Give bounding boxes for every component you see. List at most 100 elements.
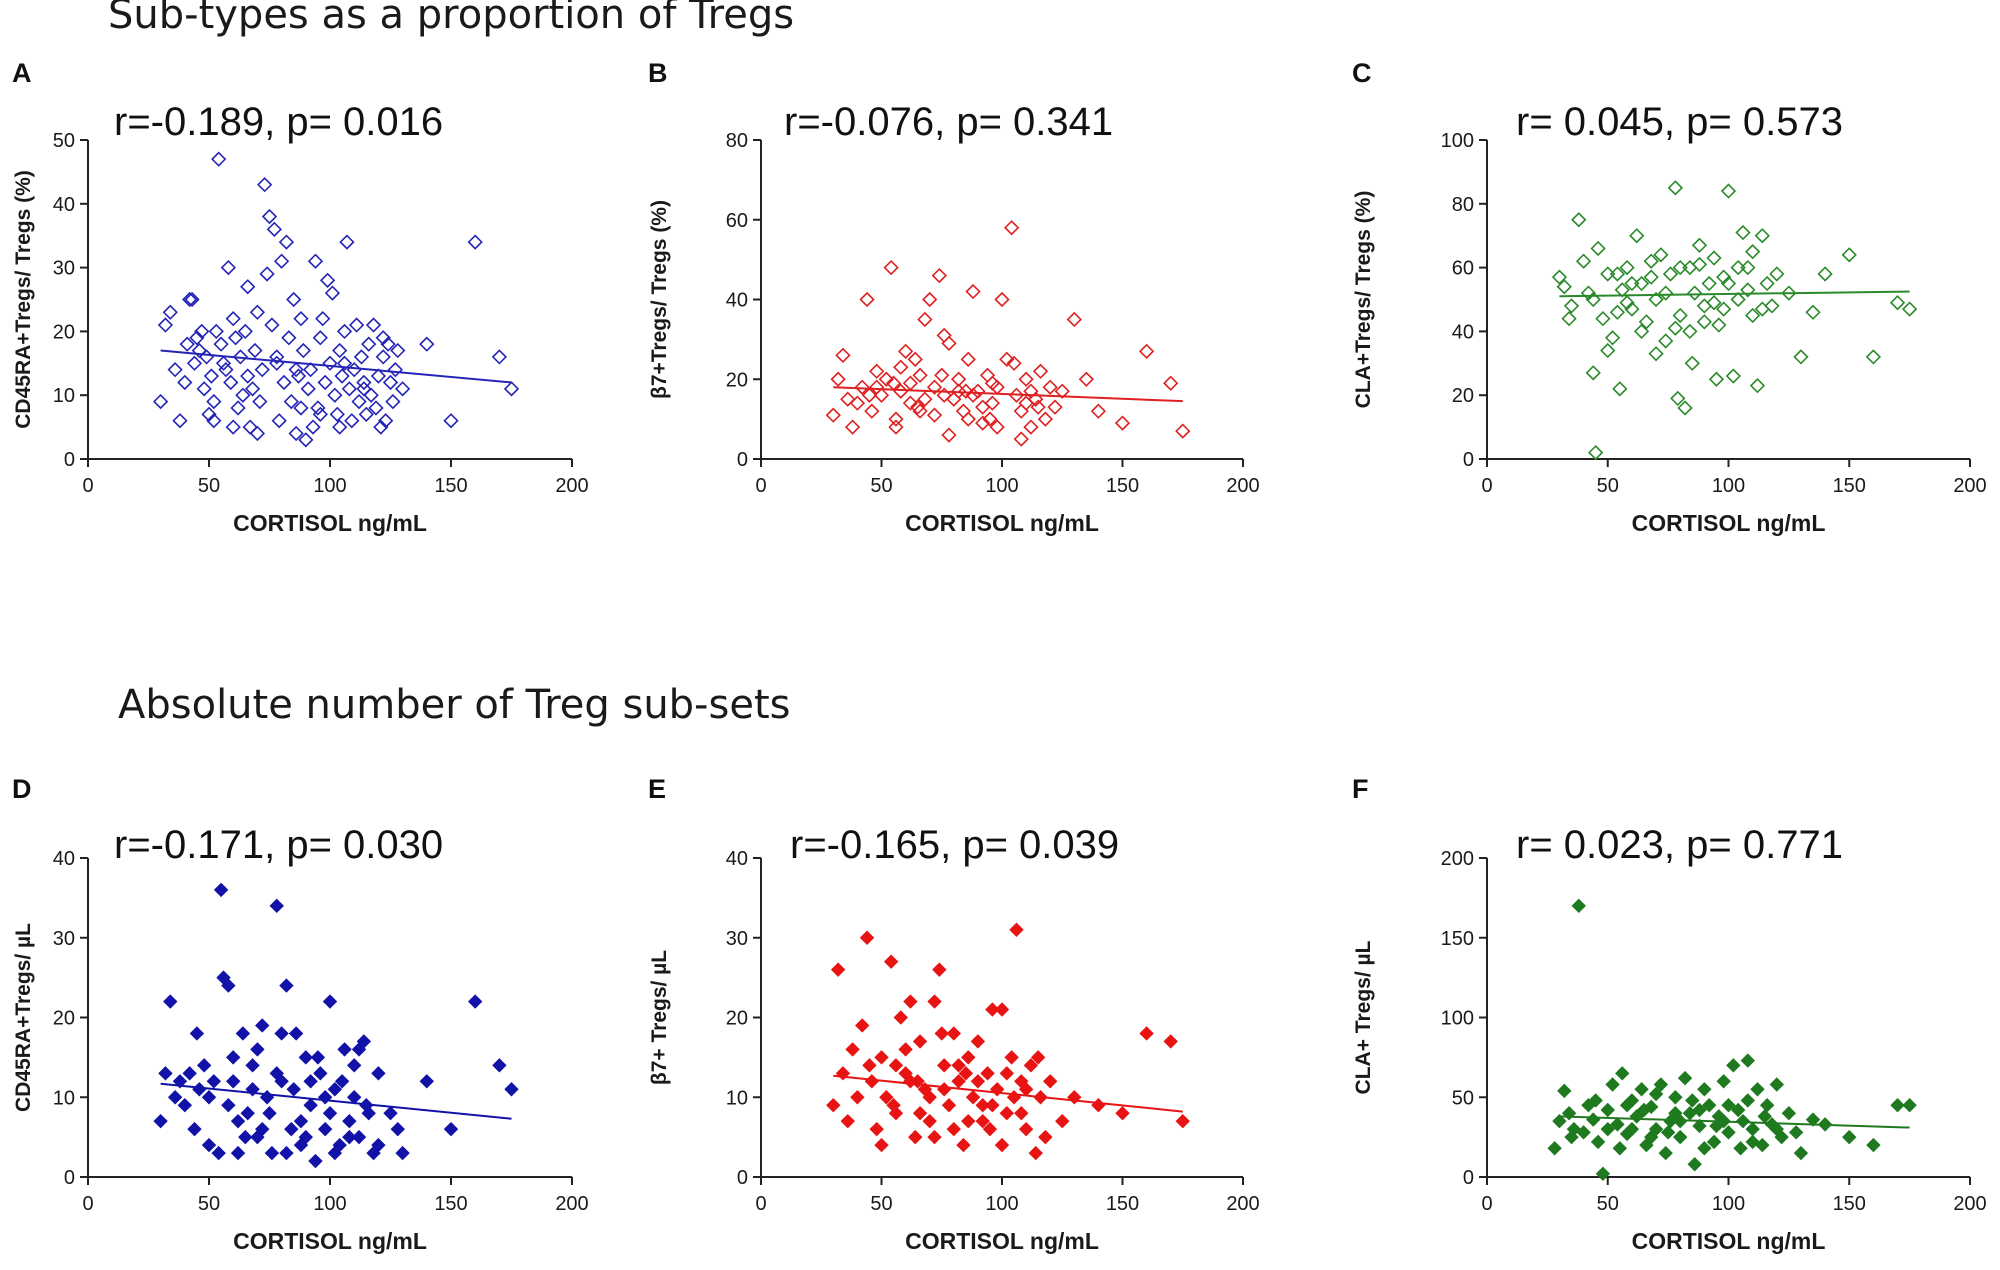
data-point (926, 407, 943, 423)
y-tick-label: 60 (726, 210, 748, 232)
data-point (1615, 1066, 1630, 1081)
data-point (261, 208, 278, 225)
data-point (1644, 1129, 1659, 1145)
data-point (1139, 1026, 1154, 1041)
data-point (849, 395, 866, 411)
data-point (1745, 1121, 1760, 1137)
data-point (348, 317, 365, 333)
data-point (1551, 269, 1568, 285)
data-point (322, 355, 338, 371)
data-point (284, 1121, 299, 1137)
data-point (262, 1105, 277, 1121)
data-point (902, 375, 919, 391)
data-point (1619, 295, 1635, 311)
data-point (1600, 342, 1616, 359)
data-point (317, 1090, 333, 1105)
data-point (958, 1066, 974, 1081)
data-point (903, 994, 918, 1009)
data-point (936, 327, 952, 344)
data-point (1078, 371, 1094, 387)
regression-line (160, 1082, 512, 1120)
panel-c: Cr= 0.045, p= 0.573 0 50 100 150 200 0 20 40 60 80… (1352, 58, 1987, 536)
data-point (1735, 224, 1751, 241)
y-axis-label: CD45RA+Tregs/ µL (12, 923, 35, 1112)
data-point (336, 323, 353, 340)
data-point (1805, 1112, 1821, 1127)
regression-line (1559, 290, 1910, 298)
data-point (237, 323, 253, 340)
data-point (194, 323, 210, 340)
data-point (344, 413, 360, 429)
data-point (1687, 1157, 1702, 1172)
data-point (1163, 375, 1179, 391)
data-point (363, 387, 379, 403)
x-tick-label: 50 (870, 475, 892, 497)
data-point (313, 1066, 328, 1081)
data-point (184, 291, 200, 308)
data-point (1672, 259, 1688, 276)
data-point (1013, 403, 1029, 419)
data-point (1730, 1102, 1746, 1118)
data-point (269, 1066, 284, 1081)
y-tick-label: 0 (1463, 1167, 1474, 1189)
data-point (840, 1113, 855, 1129)
data-point (274, 1026, 289, 1041)
data-point (232, 349, 249, 365)
data-point (1653, 247, 1669, 263)
data-point (1708, 371, 1725, 387)
data-point (281, 330, 297, 346)
data-point (965, 1090, 981, 1105)
data-point (288, 362, 304, 378)
x-tick-label: 100 (1712, 1193, 1745, 1215)
data-point (975, 415, 991, 431)
regression-line (833, 386, 1183, 403)
correlation-label: r=-0.171, p= 0.030 (114, 823, 443, 867)
x-axis-label: CORTISOL ng/mL (233, 1228, 427, 1254)
data-point (1624, 301, 1640, 317)
data-point (1008, 387, 1025, 403)
data-point (157, 317, 174, 333)
data-point (187, 1121, 202, 1137)
data-point (1759, 1098, 1775, 1113)
data-point (958, 383, 974, 399)
data-point (1115, 1105, 1130, 1121)
data-point (385, 393, 401, 410)
data-point (862, 1058, 877, 1073)
data-point (855, 1018, 870, 1033)
data-point (1706, 250, 1722, 266)
data-point (286, 1082, 301, 1097)
data-point (351, 1129, 367, 1145)
data-point (249, 304, 266, 320)
x-axis-label: CORTISOL ng/mL (1632, 1228, 1826, 1254)
data-point (1745, 1134, 1760, 1150)
data-point (1696, 314, 1712, 330)
data-point (927, 1129, 942, 1145)
data-point (1692, 1102, 1707, 1118)
data-point (979, 367, 996, 383)
data-point (1585, 291, 1601, 308)
data-point (1037, 411, 1054, 427)
data-point (319, 272, 336, 288)
x-tick-label: 50 (870, 1193, 892, 1215)
data-point (244, 381, 261, 397)
data-point (298, 432, 314, 448)
data-point (1721, 1125, 1736, 1140)
x-axis-label: CORTISOL ng/mL (905, 510, 1099, 536)
data-point (1018, 395, 1034, 411)
data-point (1691, 237, 1708, 253)
data-point (1733, 1141, 1748, 1156)
data-point (383, 1105, 398, 1121)
y-tick-label: 50 (53, 130, 75, 152)
data-point (259, 1090, 275, 1105)
data-point (961, 1050, 976, 1065)
y-tick-label: 30 (53, 258, 75, 280)
data-point (1006, 355, 1022, 371)
data-point (908, 1129, 923, 1145)
data-point (1697, 1141, 1712, 1156)
data-point (999, 351, 1015, 367)
data-point (1865, 349, 1882, 365)
data-point (844, 419, 861, 435)
data-point (332, 342, 348, 359)
data-point (221, 978, 236, 993)
data-point (1711, 317, 1727, 333)
